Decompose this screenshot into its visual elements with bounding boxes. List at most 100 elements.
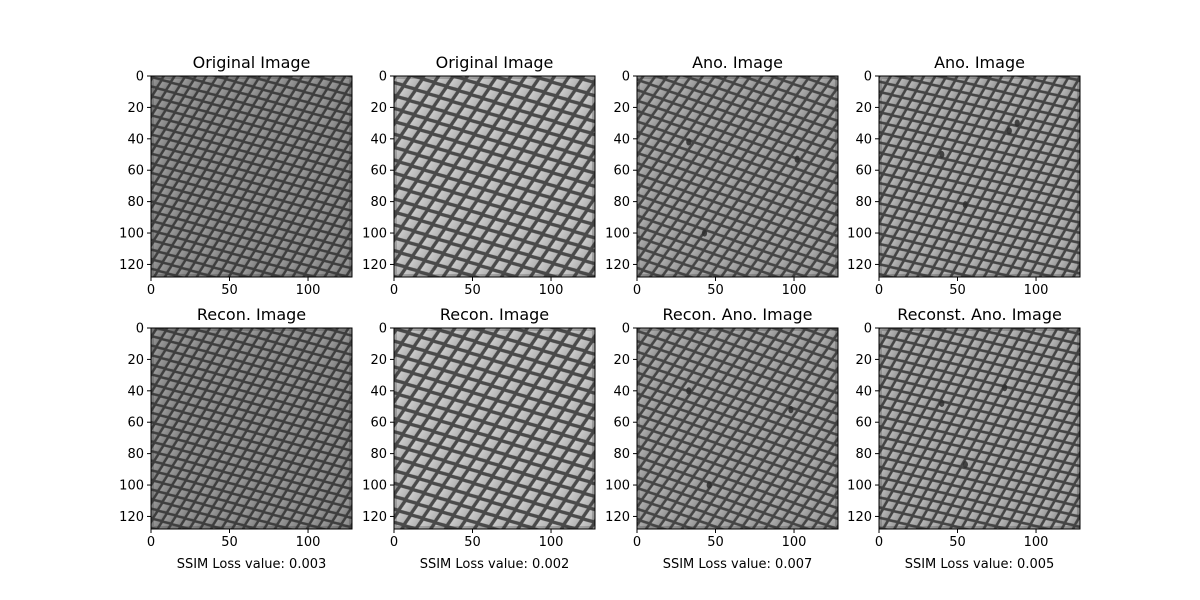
defect-spot: [686, 138, 692, 146]
y-tick-label: 0: [864, 322, 872, 337]
x-tick-label: 0: [390, 535, 398, 550]
y-tick-label: 100: [847, 227, 872, 242]
y-tick-label: 60: [855, 416, 872, 431]
ssim-loss-label: SSIM Loss value: 0.002: [420, 557, 570, 572]
y-tick-label: 20: [855, 353, 872, 368]
mesh-image: [637, 328, 838, 529]
y-tick-label: 80: [613, 447, 630, 462]
x-tick-label: 100: [1024, 283, 1049, 298]
panel-title: Recon. Image: [440, 305, 549, 324]
axes-frame: [393, 75, 596, 278]
x-tick-label: 0: [633, 535, 641, 550]
y-tick-label: 100: [847, 479, 872, 494]
y-tick-label: 120: [847, 510, 872, 525]
y-tick-label: 60: [370, 164, 387, 179]
y-tick-label: 120: [362, 510, 387, 525]
y-tick-label: 20: [127, 101, 144, 116]
y-tick-label: 20: [370, 353, 387, 368]
y-tick-label: 20: [613, 101, 630, 116]
defect-spot: [1002, 384, 1008, 392]
y-tick-label: 0: [136, 70, 144, 85]
panel-title: Original Image: [436, 53, 554, 72]
y-tick-label: 20: [370, 101, 387, 116]
ssim-loss-label: SSIM Loss value: 0.007: [663, 557, 813, 572]
panel-title: Recon. Ano. Image: [662, 305, 812, 324]
x-tick-label: 0: [147, 535, 155, 550]
y-tick-label: 100: [362, 479, 387, 494]
defect-spot: [1014, 119, 1020, 127]
panel-title: Ano. Image: [692, 53, 783, 72]
x-tick-label: 100: [296, 283, 321, 298]
x-tick-label: 100: [539, 283, 564, 298]
panel-title: Ano. Image: [934, 53, 1025, 72]
y-tick-label: 0: [379, 70, 387, 85]
ssim-loss-label: SSIM Loss value: 0.003: [177, 557, 327, 572]
y-tick-label: 80: [613, 195, 630, 210]
panel-1: Original Image 0 50 100 0 20 40 60 80 100 120: [119, 53, 353, 298]
axes-frame: [150, 327, 353, 530]
y-tick-label: 40: [855, 384, 872, 399]
panel-3: Ano. Image 0 50 100 0 20 40 60 80 100 120: [605, 53, 839, 298]
mesh-image: [637, 76, 838, 277]
panel-5: Recon. Image 0 50 100 0 20 40 60 80 100 120 SSIM Lo…: [119, 305, 353, 572]
x-tick-label: 50: [221, 535, 238, 550]
y-tick-label: 20: [127, 353, 144, 368]
defect-spot: [939, 150, 945, 159]
y-tick-label: 40: [370, 132, 387, 147]
y-tick-label: 80: [855, 195, 872, 210]
defect-spot: [701, 229, 708, 237]
y-tick-label: 40: [127, 132, 144, 147]
axes-frame: [878, 75, 1081, 278]
defect-spot: [788, 406, 794, 414]
y-tick-label: 120: [605, 510, 630, 525]
ssim-loss-label: SSIM Loss value: 0.005: [905, 557, 1055, 572]
y-tick-label: 100: [119, 227, 144, 242]
panel-2: Original Image 0 50 100 0 20 40 60 80 100 120: [362, 53, 596, 298]
y-tick-label: 80: [370, 447, 387, 462]
x-tick-label: 50: [949, 535, 966, 550]
y-tick-label: 0: [622, 70, 630, 85]
y-tick-label: 0: [379, 322, 387, 337]
defect-spot: [686, 387, 692, 395]
y-tick-label: 100: [605, 227, 630, 242]
defect-spot: [1006, 127, 1012, 135]
axes-frame: [636, 75, 839, 278]
y-tick-label: 40: [127, 384, 144, 399]
x-tick-label: 50: [707, 283, 724, 298]
x-tick-label: 0: [390, 283, 398, 298]
defect-spot: [939, 399, 945, 407]
y-tick-label: 40: [613, 384, 630, 399]
y-tick-label: 40: [370, 384, 387, 399]
y-tick-label: 100: [362, 227, 387, 242]
y-tick-label: 120: [362, 258, 387, 273]
y-tick-label: 0: [864, 70, 872, 85]
axes-frame: [393, 327, 596, 530]
defect-spot: [962, 461, 968, 469]
y-tick-label: 40: [613, 132, 630, 147]
x-tick-label: 100: [782, 283, 807, 298]
y-tick-label: 60: [855, 164, 872, 179]
y-tick-label: 60: [613, 416, 630, 431]
x-tick-label: 100: [539, 535, 564, 550]
y-tick-label: 60: [370, 416, 387, 431]
defect-spot: [794, 155, 800, 163]
y-tick-label: 100: [605, 479, 630, 494]
y-tick-label: 80: [855, 447, 872, 462]
mesh-image: [879, 328, 1080, 529]
y-tick-label: 40: [855, 132, 872, 147]
y-tick-label: 80: [370, 195, 387, 210]
panel-8: Reconst. Ano. Image 0 50 100 0 20 40 60 80 100 120…: [847, 305, 1081, 572]
mesh-image: [151, 76, 352, 277]
mesh-image: [879, 76, 1080, 277]
x-tick-label: 0: [147, 283, 155, 298]
panel-title: Reconst. Ano. Image: [897, 305, 1062, 324]
y-tick-label: 120: [119, 510, 144, 525]
panel-4: Ano. Image 0 50 100 0 20 40 60 80 100 120: [847, 53, 1081, 298]
x-tick-label: 100: [1024, 535, 1049, 550]
y-tick-label: 20: [855, 101, 872, 116]
y-tick-label: 0: [622, 322, 630, 337]
defect-spot: [962, 201, 968, 209]
mesh-image: [394, 328, 595, 529]
axes-frame: [636, 327, 839, 530]
y-tick-label: 100: [119, 479, 144, 494]
